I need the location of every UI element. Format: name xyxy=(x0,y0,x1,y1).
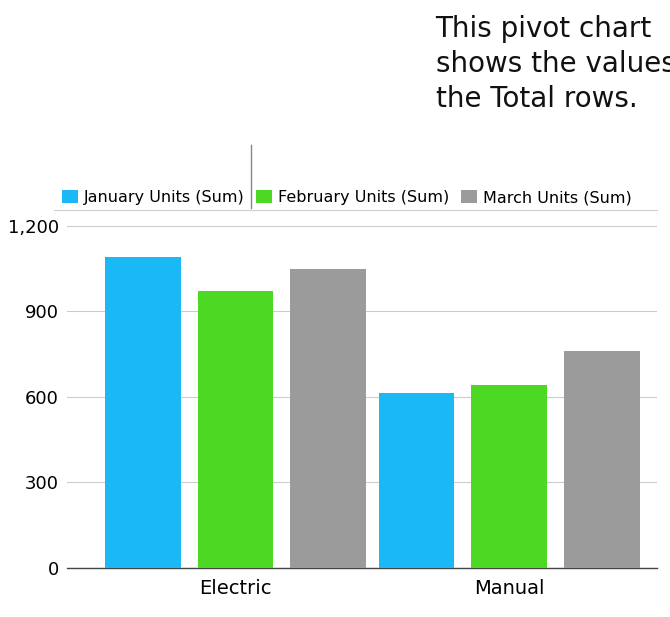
Bar xyxy=(564,351,640,568)
Bar xyxy=(379,392,454,568)
Bar xyxy=(290,268,366,568)
Bar xyxy=(105,257,181,568)
Legend: January Units (Sum), February Units (Sum), March Units (Sum): January Units (Sum), February Units (Sum… xyxy=(62,190,632,205)
Text: This pivot chart
shows the values in
the Total rows.: This pivot chart shows the values in the… xyxy=(436,15,670,113)
Bar xyxy=(471,386,547,568)
Bar xyxy=(198,291,273,568)
